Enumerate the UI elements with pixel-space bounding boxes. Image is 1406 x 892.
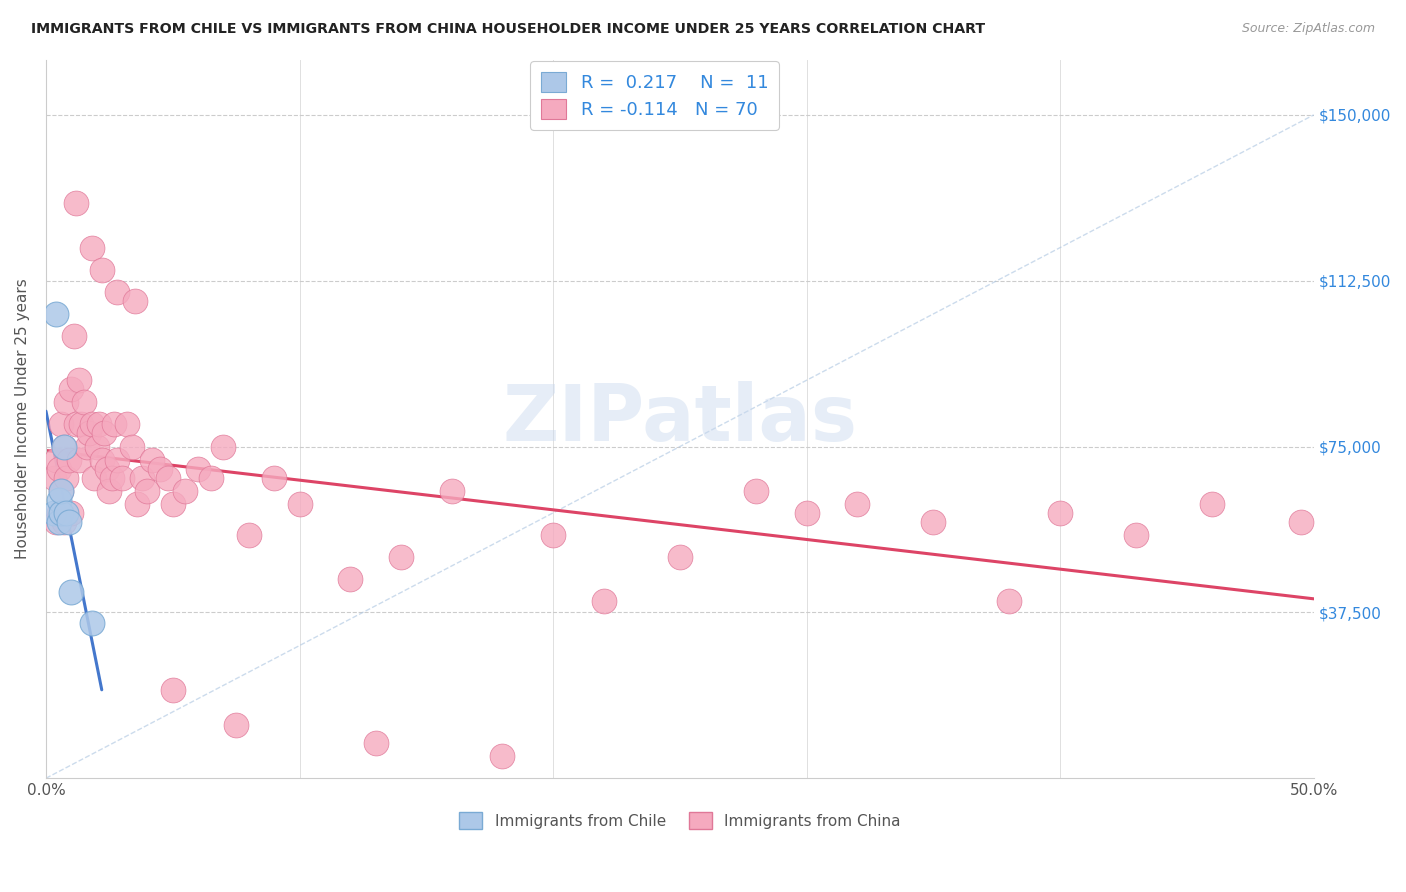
Point	[101, 470, 124, 484]
Point	[121, 440, 143, 454]
Point	[187, 461, 209, 475]
Point	[1125, 528, 1147, 542]
Point	[52, 515, 75, 529]
Point	[1289, 515, 1312, 529]
Point	[200, 470, 222, 484]
Point	[48, 492, 70, 507]
Point	[440, 483, 463, 498]
Point	[105, 452, 128, 467]
Point	[76, 440, 98, 454]
Point	[1049, 506, 1071, 520]
Point	[238, 528, 260, 542]
Point	[45, 452, 67, 467]
Point	[162, 497, 184, 511]
Point	[52, 440, 75, 454]
Point	[111, 470, 134, 484]
Point	[55, 395, 77, 409]
Point	[212, 440, 235, 454]
Point	[55, 470, 77, 484]
Point	[491, 749, 513, 764]
Point	[51, 506, 73, 520]
Point	[55, 506, 77, 520]
Point	[96, 461, 118, 475]
Point	[63, 329, 86, 343]
Point	[89, 417, 111, 432]
Point	[263, 470, 285, 484]
Point	[93, 426, 115, 441]
Point	[51, 417, 73, 432]
Point	[364, 736, 387, 750]
Point	[70, 417, 93, 432]
Point	[90, 452, 112, 467]
Text: Source: ZipAtlas.com: Source: ZipAtlas.com	[1241, 22, 1375, 36]
Point	[156, 470, 179, 484]
Point	[149, 461, 172, 475]
Point	[58, 515, 80, 529]
Point	[83, 470, 105, 484]
Point	[48, 515, 70, 529]
Point	[80, 241, 103, 255]
Point	[745, 483, 768, 498]
Point	[48, 461, 70, 475]
Point	[80, 616, 103, 631]
Point	[225, 718, 247, 732]
Point	[115, 417, 138, 432]
Point	[998, 594, 1021, 608]
Point	[73, 395, 96, 409]
Point	[1201, 497, 1223, 511]
Point	[339, 572, 361, 586]
Point	[389, 550, 412, 565]
Point	[796, 506, 818, 520]
Text: ZIPatlas: ZIPatlas	[502, 381, 858, 457]
Point	[51, 483, 73, 498]
Point	[592, 594, 614, 608]
Point	[162, 682, 184, 697]
Point	[86, 440, 108, 454]
Point	[541, 528, 564, 542]
Point	[90, 262, 112, 277]
Point	[174, 483, 197, 498]
Point	[60, 506, 83, 520]
Point	[51, 483, 73, 498]
Point	[65, 196, 87, 211]
Y-axis label: Householder Income Under 25 years: Householder Income Under 25 years	[15, 278, 30, 559]
Point	[105, 285, 128, 299]
Point	[103, 417, 125, 432]
Point	[45, 515, 67, 529]
Point	[127, 497, 149, 511]
Point	[60, 382, 83, 396]
Point	[45, 307, 67, 321]
Point	[98, 483, 121, 498]
Text: IMMIGRANTS FROM CHILE VS IMMIGRANTS FROM CHINA HOUSEHOLDER INCOME UNDER 25 YEARS: IMMIGRANTS FROM CHILE VS IMMIGRANTS FROM…	[31, 22, 986, 37]
Point	[67, 452, 90, 467]
Legend: Immigrants from Chile, Immigrants from China: Immigrants from Chile, Immigrants from C…	[453, 806, 907, 835]
Point	[65, 417, 87, 432]
Point	[669, 550, 692, 565]
Point	[131, 470, 153, 484]
Point	[48, 506, 70, 520]
Point	[42, 470, 65, 484]
Point	[141, 452, 163, 467]
Point	[77, 426, 100, 441]
Point	[922, 515, 945, 529]
Point	[288, 497, 311, 511]
Point	[136, 483, 159, 498]
Point	[846, 497, 869, 511]
Point	[52, 440, 75, 454]
Point	[67, 373, 90, 387]
Point	[58, 452, 80, 467]
Point	[60, 585, 83, 599]
Point	[80, 417, 103, 432]
Point	[124, 293, 146, 308]
Point	[42, 506, 65, 520]
